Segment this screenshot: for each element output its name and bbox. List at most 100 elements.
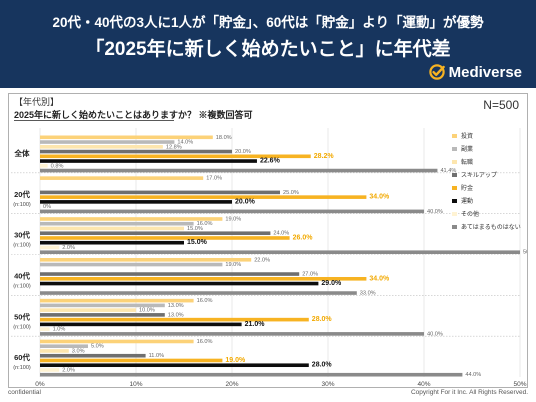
legend-swatch bbox=[452, 160, 457, 164]
value-label: 5.0% bbox=[91, 344, 104, 350]
value-label: 15.0% bbox=[187, 239, 208, 246]
bar-4 bbox=[40, 277, 367, 281]
value-label: 24.0% bbox=[273, 231, 289, 237]
bar-5 bbox=[40, 281, 319, 286]
bar-6 bbox=[40, 368, 60, 372]
n-label: N=500 bbox=[483, 98, 519, 112]
value-label: 0% bbox=[43, 204, 51, 210]
bar-2 bbox=[40, 308, 136, 312]
value-label: 41.4% bbox=[440, 168, 456, 174]
headline: 20代・40代の3人に1人が「貯金」、60代は「貯金」より「運動」が優勢 bbox=[52, 15, 484, 30]
bar-0 bbox=[40, 258, 252, 262]
value-label: 2.0% bbox=[62, 367, 75, 373]
value-label: 19.0% bbox=[225, 357, 246, 364]
value-label: 28.0% bbox=[312, 316, 333, 323]
category-sublabel: (n:100) bbox=[13, 324, 31, 330]
bar-4 bbox=[40, 317, 309, 322]
legend-swatch bbox=[452, 186, 457, 190]
footer-copyright: Copyright For it Inc. All Rights Reserve… bbox=[410, 389, 528, 396]
value-label: 40.0% bbox=[427, 331, 443, 337]
value-label: 25.0% bbox=[283, 190, 299, 196]
bar-3 bbox=[40, 149, 232, 154]
value-label: 22.0% bbox=[254, 257, 270, 263]
value-label: 20.0% bbox=[235, 149, 251, 155]
bar-5 bbox=[40, 200, 232, 204]
value-label: 18.0% bbox=[216, 135, 232, 141]
value-label: 50.0% bbox=[523, 250, 527, 256]
bar-4 bbox=[40, 236, 290, 240]
category-label: 30代 bbox=[14, 230, 30, 240]
value-label: 34.0% bbox=[369, 194, 390, 201]
value-label: 11.0% bbox=[149, 353, 164, 359]
bar-5 bbox=[40, 240, 184, 245]
legend-label: 投資 bbox=[461, 132, 473, 140]
brand-check-icon bbox=[428, 64, 445, 80]
bar-0 bbox=[40, 176, 204, 180]
value-label: 28.2% bbox=[314, 153, 335, 160]
bar-1 bbox=[40, 344, 88, 349]
x-tick-label: 0% bbox=[35, 381, 45, 387]
value-label: 34.0% bbox=[369, 275, 390, 282]
bar-7 bbox=[40, 168, 438, 173]
legend-swatch bbox=[452, 199, 457, 203]
legend-swatch bbox=[452, 225, 457, 229]
bar-7 bbox=[40, 332, 424, 336]
bar-7 bbox=[40, 209, 424, 214]
legend-label: 転職 bbox=[461, 158, 473, 166]
bar-2 bbox=[40, 226, 184, 231]
bar-0 bbox=[40, 339, 194, 344]
bar-1 bbox=[40, 262, 223, 267]
bar-4 bbox=[40, 154, 311, 159]
value-label: 10.0% bbox=[139, 308, 155, 314]
x-tick-label: 20% bbox=[225, 381, 238, 387]
bar-3 bbox=[40, 353, 146, 358]
main-title: 「2025年に新しく始めたいこと」に年代差 bbox=[85, 39, 451, 60]
value-label: 2.0% bbox=[62, 245, 75, 251]
bar-6 bbox=[40, 327, 50, 331]
bar-0 bbox=[40, 135, 213, 140]
bar-3 bbox=[40, 190, 280, 195]
category-label: 40代 bbox=[14, 271, 30, 281]
category-sublabel: (n:100) bbox=[13, 365, 31, 371]
legend-swatch bbox=[452, 147, 457, 151]
value-label: 28.0% bbox=[312, 362, 333, 369]
x-tick-label: 10% bbox=[129, 381, 142, 387]
legend-label: あてはまるものはない bbox=[461, 224, 521, 231]
header-banner: 20代・40代の3人に1人が「貯金」、60代は「貯金」より「運動」が優勢 「20… bbox=[0, 0, 536, 88]
x-tick-label: 50% bbox=[513, 381, 526, 387]
value-label: 22.6% bbox=[260, 158, 281, 165]
bar-5 bbox=[40, 363, 309, 368]
bar-4 bbox=[40, 195, 367, 199]
chart-title: 2025年に新しく始めたいことはありますか？ ※複数回答可 bbox=[14, 109, 253, 120]
footer-confidential: confidential bbox=[8, 389, 41, 396]
category-label: 20代 bbox=[14, 189, 30, 199]
bar-0 bbox=[40, 298, 194, 303]
value-label: 17.0% bbox=[206, 176, 222, 182]
value-label: 16.0% bbox=[197, 339, 213, 345]
bar-7 bbox=[40, 291, 357, 295]
value-label: 26.0% bbox=[293, 234, 314, 241]
legend-label: 副業 bbox=[461, 145, 473, 153]
legend-swatch bbox=[452, 173, 457, 177]
bar-2 bbox=[40, 349, 69, 353]
value-label: 12.8% bbox=[166, 144, 182, 150]
brand: Mediverse bbox=[428, 62, 522, 82]
chart-panel: 【年代別】 2025年に新しく始めたいことはありますか？ ※複数回答可 N=500 0… bbox=[8, 93, 528, 388]
legend-label: 運動 bbox=[461, 197, 473, 205]
category-label: 50代 bbox=[14, 311, 30, 321]
bar-0 bbox=[40, 217, 223, 221]
value-label: 40.0% bbox=[427, 209, 443, 215]
legend-swatch bbox=[452, 212, 457, 216]
value-label: 16.0% bbox=[197, 298, 213, 304]
legend-label: その他 bbox=[461, 210, 479, 218]
bar-4 bbox=[40, 358, 223, 363]
bar-2 bbox=[40, 145, 163, 149]
value-label: 1.0% bbox=[53, 327, 66, 333]
value-label: 27.0% bbox=[302, 272, 318, 278]
x-tick-label: 40% bbox=[417, 381, 430, 387]
value-label: 33.0% bbox=[360, 291, 376, 297]
bar-7 bbox=[40, 250, 520, 255]
value-label: 29.0% bbox=[321, 280, 342, 287]
bar-3 bbox=[40, 272, 300, 276]
bar-chart: 【年代別】 2025年に新しく始めたいことはありますか？ ※複数回答可 N=500 0… bbox=[11, 96, 527, 387]
